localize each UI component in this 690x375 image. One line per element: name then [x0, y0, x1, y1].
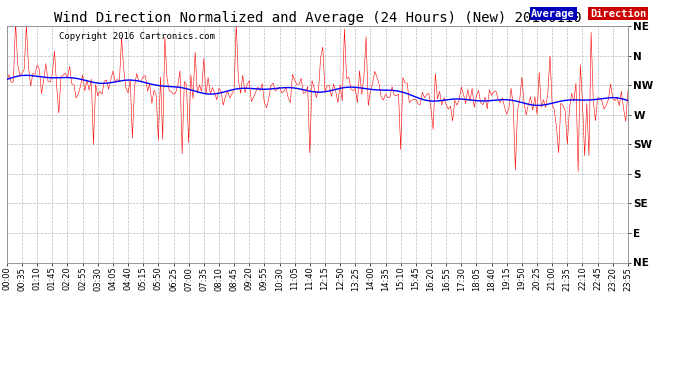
Text: Average: Average: [531, 9, 575, 19]
Title: Wind Direction Normalized and Average (24 Hours) (New) 20160110: Wind Direction Normalized and Average (2…: [54, 11, 581, 25]
Text: Copyright 2016 Cartronics.com: Copyright 2016 Cartronics.com: [59, 32, 215, 41]
Text: Direction: Direction: [590, 9, 647, 19]
